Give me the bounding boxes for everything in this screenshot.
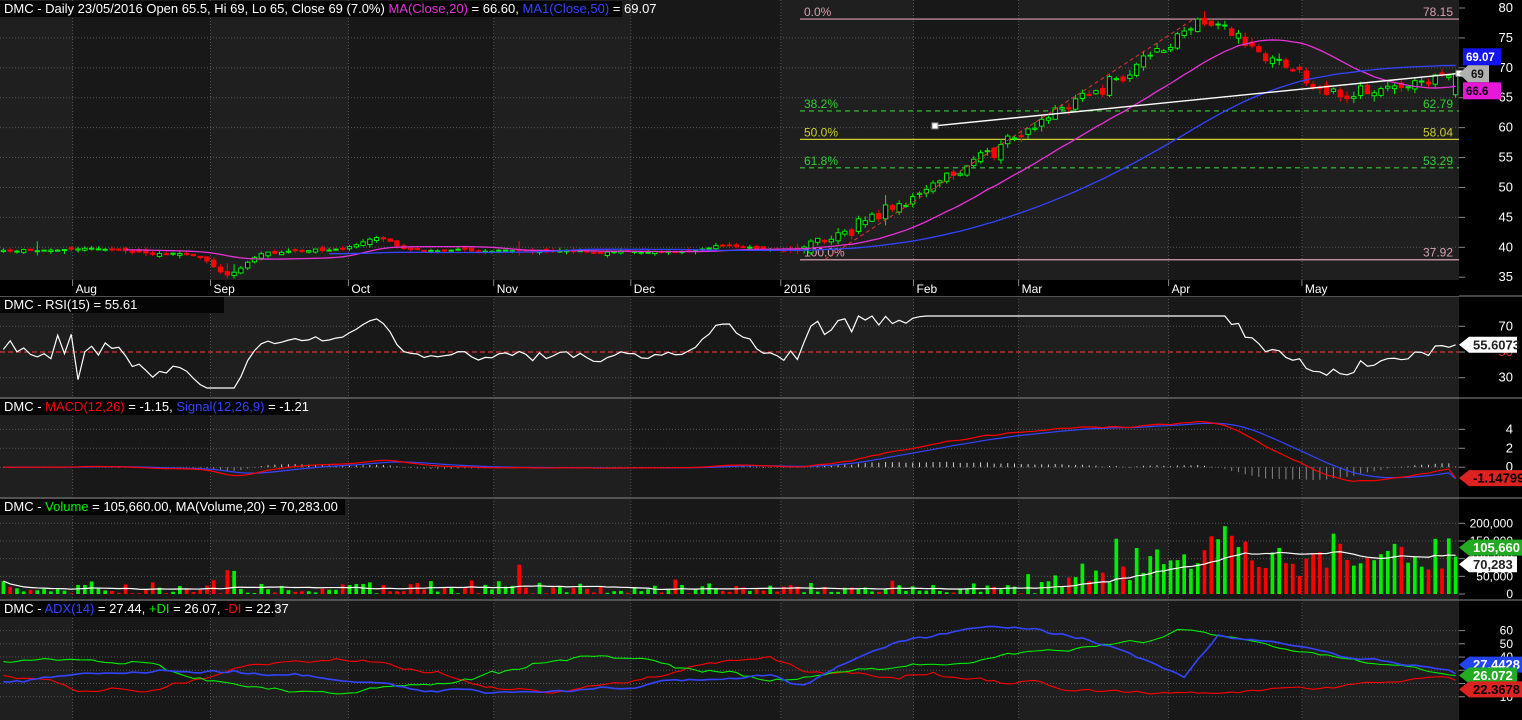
svg-text:Oct: Oct (351, 282, 370, 296)
svg-text:78.15: 78.15 (1423, 5, 1453, 19)
svg-text:40: 40 (1499, 239, 1513, 254)
svg-text:69.07: 69.07 (1466, 52, 1495, 64)
svg-text:45: 45 (1499, 209, 1513, 224)
svg-text:60: 60 (1500, 624, 1514, 638)
svg-text:66.6: 66.6 (1466, 86, 1488, 98)
svg-text:2016: 2016 (784, 282, 811, 296)
svg-text:DMC - MACD(12,26) = -1.15, Sig: DMC - MACD(12,26) = -1.15, Signal(12,26,… (4, 399, 309, 414)
svg-text:200,000: 200,000 (1470, 516, 1514, 530)
svg-text:35: 35 (1499, 269, 1513, 284)
svg-text:Mar: Mar (1022, 282, 1043, 296)
svg-text:70: 70 (1499, 318, 1513, 333)
svg-text:DMC - Volume = 105,660.00, MA(: DMC - Volume = 105,660.00, MA(Volume,20)… (4, 499, 338, 514)
svg-text:Nov: Nov (497, 282, 518, 296)
svg-text:75: 75 (1499, 30, 1513, 45)
svg-text:37.92: 37.92 (1423, 246, 1453, 260)
svg-text:50.0%: 50.0% (804, 125, 838, 139)
svg-text:0.0%: 0.0% (804, 5, 832, 19)
svg-text:69: 69 (1471, 69, 1484, 81)
svg-text:-1.14799: -1.14799 (1473, 471, 1522, 486)
svg-text:55.6073: 55.6073 (1473, 337, 1520, 352)
svg-text:DMC - Daily 23/05/2016 Open 65: DMC - Daily 23/05/2016 Open 65.5, Hi 69,… (4, 1, 657, 16)
svg-text:DMC - ADX(14) = 27.44, +DI = 2: DMC - ADX(14) = 27.44, +DI = 26.07, -DI … (4, 601, 289, 616)
svg-text:38.2%: 38.2% (804, 97, 838, 111)
svg-text:0: 0 (1506, 587, 1513, 601)
svg-text:55: 55 (1499, 150, 1513, 165)
svg-text:50: 50 (1500, 637, 1514, 651)
svg-text:4: 4 (1506, 421, 1513, 436)
svg-text:61.8%: 61.8% (804, 154, 838, 168)
svg-text:30: 30 (1499, 370, 1513, 385)
svg-text:Feb: Feb (917, 282, 938, 296)
svg-text:DMC - RSI(15) = 55.61: DMC - RSI(15) = 55.61 (4, 297, 137, 312)
svg-text:Sep: Sep (214, 282, 236, 296)
svg-text:Apr: Apr (1172, 282, 1191, 296)
svg-text:26.072: 26.072 (1473, 668, 1513, 683)
svg-text:80: 80 (1499, 0, 1513, 15)
svg-text:105,660: 105,660 (1473, 540, 1520, 555)
svg-text:62.79: 62.79 (1423, 97, 1453, 111)
svg-text:22.3678: 22.3678 (1473, 682, 1520, 697)
svg-text:Aug: Aug (76, 282, 97, 296)
svg-text:58.04: 58.04 (1423, 125, 1453, 139)
svg-text:70,283: 70,283 (1473, 557, 1513, 572)
svg-text:2: 2 (1506, 440, 1513, 455)
svg-text:53.29: 53.29 (1423, 154, 1453, 168)
svg-text:Dec: Dec (634, 282, 655, 296)
svg-text:60: 60 (1499, 120, 1513, 135)
svg-text:May: May (1305, 282, 1328, 296)
svg-text:50: 50 (1499, 179, 1513, 194)
